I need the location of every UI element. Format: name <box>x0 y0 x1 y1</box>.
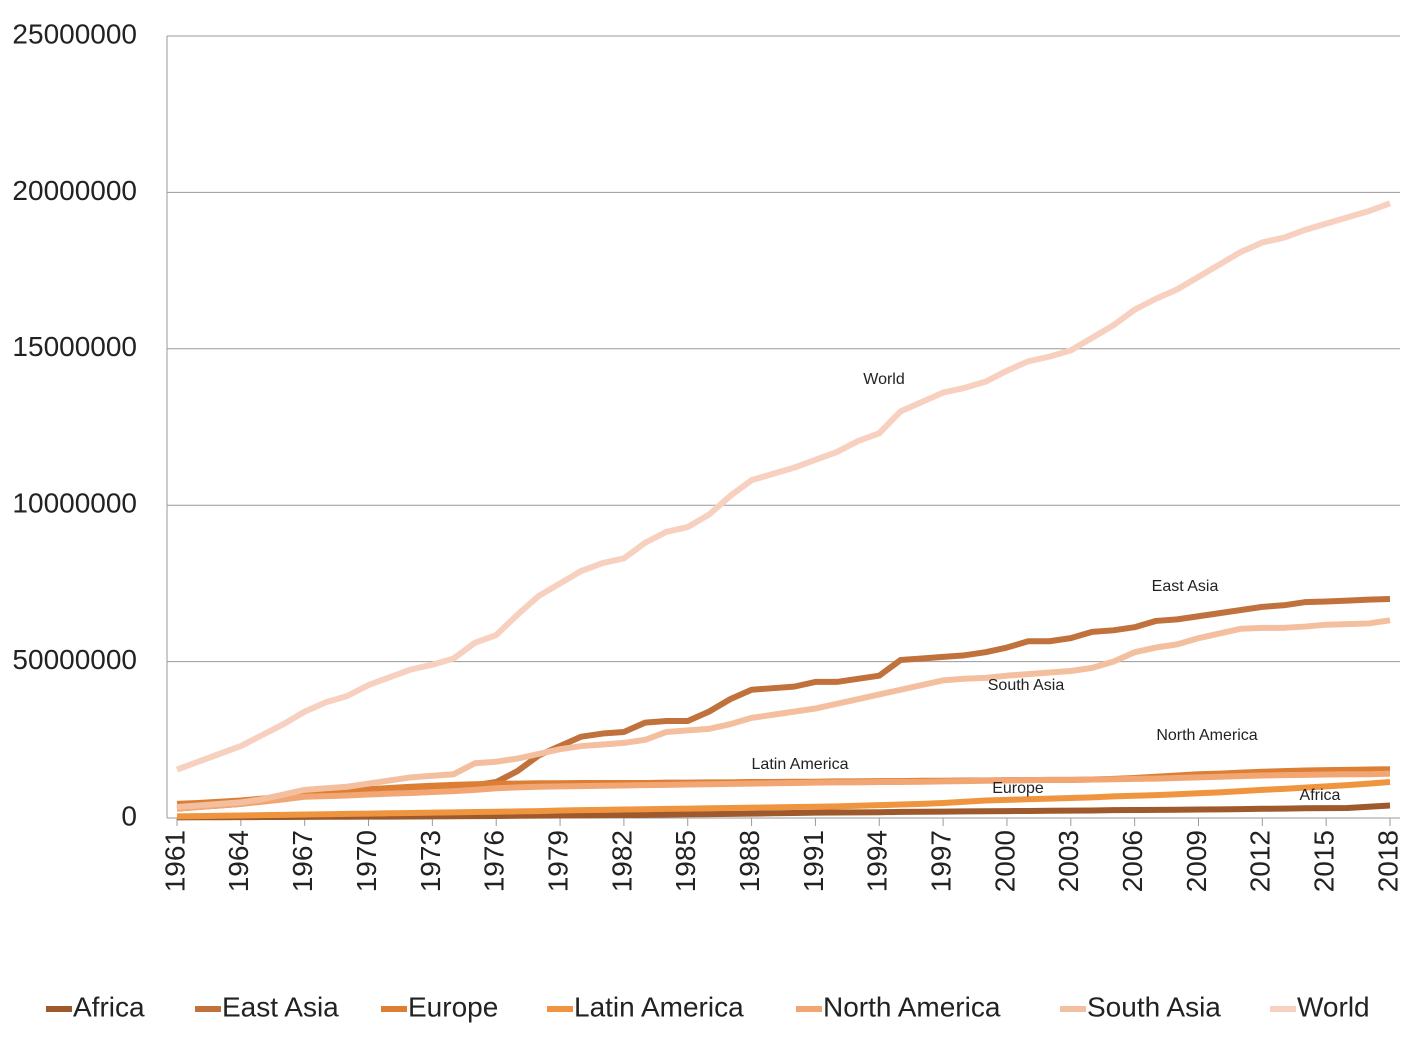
legend-label: Africa <box>73 991 145 1022</box>
annotation: Africa <box>1300 787 1341 804</box>
x-tick-label: 1979 <box>542 830 573 892</box>
x-tick-label: 2003 <box>1053 830 1084 892</box>
x-tick-label: 2006 <box>1117 830 1148 892</box>
x-tick-label: 1982 <box>606 830 637 892</box>
x-tick-label: 1994 <box>862 830 893 892</box>
y-tick-label: 10000000 <box>12 488 137 519</box>
legend-label: South Asia <box>1087 991 1221 1022</box>
x-tick-label: 1991 <box>798 830 829 892</box>
x-tick-label: 1970 <box>351 830 382 892</box>
x-tick-label: 2012 <box>1245 830 1276 892</box>
y-tick-label: 50000000 <box>12 644 137 675</box>
x-tick-label: 1997 <box>925 830 956 892</box>
legend-label: World <box>1297 991 1370 1022</box>
series-line <box>176 779 1391 820</box>
annotation: South Asia <box>988 677 1065 694</box>
annotation: North America <box>1156 727 1257 744</box>
x-tick-label: 2015 <box>1309 830 1340 892</box>
x-tick-label: 1976 <box>479 830 510 892</box>
y-tick-label: 15000000 <box>12 331 137 362</box>
y-tick-label: 20000000 <box>12 175 137 206</box>
x-tick-label: 1961 <box>159 830 190 892</box>
legend-label: Latin America <box>574 991 744 1022</box>
series-line <box>176 802 1391 821</box>
annotation: Latin America <box>752 756 849 773</box>
x-tick-label: 1988 <box>734 830 765 892</box>
x-tick-label: 2009 <box>1181 830 1212 892</box>
y-tick-label: 0 <box>121 800 137 831</box>
x-tick-label: 1964 <box>223 830 254 892</box>
x-tick-label: 1985 <box>670 830 701 892</box>
legend-label: Europe <box>408 991 498 1022</box>
series-line <box>176 770 1391 812</box>
series-line <box>175 200 1392 773</box>
x-tick-label: 2018 <box>1372 830 1403 892</box>
x-tick-label: 2000 <box>989 830 1020 892</box>
x-tick-label: 1973 <box>415 830 446 892</box>
legend-label: East Asia <box>222 991 339 1022</box>
annotation: Europe <box>992 780 1044 797</box>
legend-label: North America <box>823 991 1001 1022</box>
y-tick-label: 25000000 <box>12 18 137 49</box>
annotation: World <box>863 371 905 388</box>
annotation: East Asia <box>1152 578 1219 595</box>
x-tick-label: 1967 <box>287 830 318 892</box>
series-line <box>176 617 1391 811</box>
